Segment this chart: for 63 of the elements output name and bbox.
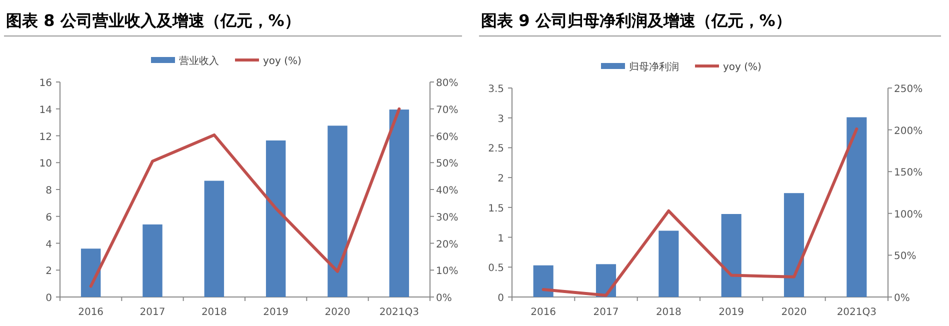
y2-tick-label: 50%	[436, 158, 458, 170]
y2-tick-label: 100%	[894, 209, 923, 220]
y-tick-label: 4	[46, 239, 52, 250]
x-tick-label: 2020	[324, 307, 350, 318]
x-tick-label: 2021Q3	[379, 307, 420, 318]
bar	[658, 230, 679, 297]
x-tick-label: 2019	[263, 307, 289, 318]
x-tick-label: 2016	[78, 307, 104, 318]
y-tick-label: 3.5	[488, 84, 504, 95]
y2-tick-label: 150%	[894, 168, 923, 179]
x-tick-label: 2017	[593, 307, 619, 318]
y-tick-label: 6	[46, 212, 52, 224]
line-series	[542, 127, 858, 297]
y2-tick-label: 0%	[436, 293, 452, 304]
x-tick-label: 2020	[781, 307, 807, 318]
bar	[328, 126, 348, 297]
y2-tick-label: 20%	[436, 239, 458, 250]
y2-tick-label: 70%	[436, 104, 458, 116]
y2-tick-label: 60%	[436, 132, 458, 143]
chart-title: 图表 9 公司归母净利润及增速（亿元，%）	[481, 11, 792, 30]
bar	[533, 265, 554, 297]
bar	[266, 140, 286, 297]
y2-tick-label: 250%	[894, 84, 923, 95]
y2-tick-label: 200%	[894, 126, 923, 137]
bar	[784, 193, 804, 297]
y-tick-label: 8	[46, 186, 52, 196]
y-tick-label: 16	[39, 78, 52, 89]
y-tick-label: 0	[46, 293, 52, 304]
x-tick-label: 2021Q3	[836, 307, 877, 318]
y-tick-label: 3	[498, 114, 504, 125]
y2-tick-label: 0%	[894, 293, 910, 304]
y-tick-label: 12	[39, 132, 52, 143]
x-tick-label: 2018	[656, 307, 682, 318]
y-tick-label: 0.5	[488, 263, 504, 274]
legend-label: yoy (%)	[263, 56, 302, 67]
bar	[389, 110, 410, 297]
y2-tick-label: 40%	[436, 186, 458, 196]
bar	[846, 117, 867, 297]
y-tick-label: 14	[39, 104, 52, 116]
legend-label: 归母净利润	[629, 61, 679, 73]
y-tick-label: 2	[498, 174, 504, 185]
y-tick-label: 2.5	[488, 144, 504, 155]
y-tick-label: 1.5	[488, 203, 504, 214]
y2-tick-label: 80%	[436, 78, 458, 89]
chart-title: 图表 8 公司营业收入及增速（亿元，%）	[6, 11, 300, 30]
bar	[80, 248, 101, 297]
x-tick-label: 2018	[201, 307, 227, 318]
bar	[142, 224, 162, 297]
line-series	[89, 107, 401, 288]
y2-tick-label: 50%	[894, 251, 916, 262]
y-tick-label: 0	[498, 293, 504, 304]
y2-tick-label: 10%	[436, 266, 458, 278]
x-tick-label: 2016	[530, 307, 556, 318]
x-tick-label: 2019	[718, 307, 744, 318]
y-tick-label: 1	[498, 233, 504, 244]
legend-label: 营业收入	[179, 55, 219, 67]
y-tick-label: 10	[39, 158, 52, 170]
bar	[204, 180, 224, 297]
y-tick-label: 2	[46, 266, 52, 278]
x-tick-label: 2017	[140, 307, 166, 318]
y2-tick-label: 30%	[436, 212, 458, 224]
bar	[721, 214, 742, 297]
legend-label: yoy (%)	[723, 62, 762, 73]
